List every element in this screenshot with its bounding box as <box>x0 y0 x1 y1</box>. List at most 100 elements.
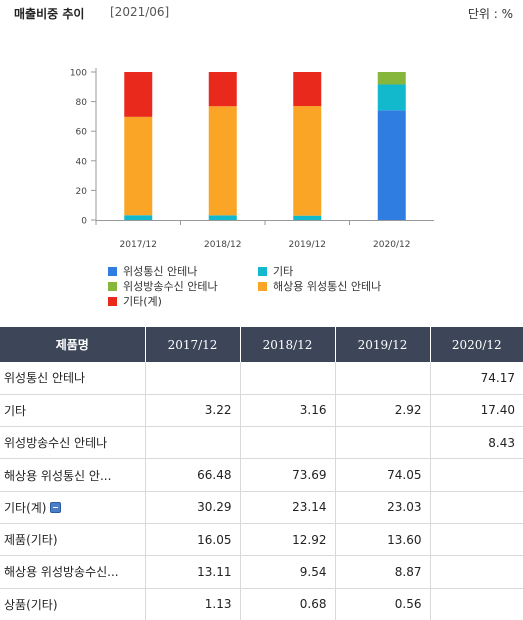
product-name-cell: 기타 <box>0 394 146 428</box>
value-cell: 8.43 <box>430 426 523 460</box>
value-cell <box>145 362 241 395</box>
table-row: 위성통신 안테나 74.17 <box>0 362 523 395</box>
legend-label: 위성방송수신 안테나 <box>123 280 218 293</box>
y-tick-label: 60 <box>76 128 88 138</box>
y-tick-label: 100 <box>70 69 87 79</box>
value-cell <box>430 555 523 589</box>
value-cell: 13.60 <box>335 523 431 557</box>
value-cell <box>430 523 523 557</box>
value-cell: 0.68 <box>240 588 336 620</box>
product-name-cell: 상품(기타) <box>0 588 146 620</box>
sales-share-table: 제품명 2017/12 2018/12 2019/12 2020/12 위성통신… <box>0 327 523 620</box>
table-row: 해상용 위성방송수신... 13.11 9.54 8.87 <box>0 555 523 589</box>
bar-segment <box>124 215 153 220</box>
product-name: 상품(기타) <box>4 597 58 612</box>
table-row: 해상용 위성통신 안... 66.48 73.69 74.05 <box>0 458 523 492</box>
table-row: 제품(기타) 16.05 12.92 13.60 <box>0 523 523 557</box>
x-tick-label: 2018/12 <box>204 240 241 250</box>
legend-swatch <box>108 297 117 306</box>
value-cell: 3.16 <box>240 394 336 428</box>
legend-item: 위성통신 안테나 <box>108 263 198 278</box>
product-name: 기타 <box>4 403 27 418</box>
bar-segment <box>208 72 237 107</box>
y-tick-label: 80 <box>76 98 88 108</box>
bar-segment <box>124 72 153 117</box>
product-name-cell: 위성통신 안테나 <box>0 362 146 395</box>
y-tick-label: 40 <box>76 157 88 167</box>
legend-label: 해상용 위성통신 안테나 <box>273 280 382 293</box>
collapse-toggle-icon[interactable] <box>50 501 62 513</box>
product-name: 위성통신 안테나 <box>4 371 86 386</box>
value-cell: 1.13 <box>145 588 241 620</box>
product-name: 제품(기타) <box>4 533 58 548</box>
value-cell <box>335 426 431 460</box>
value-cell <box>430 491 523 524</box>
x-tick-label: 2017/12 <box>120 240 157 250</box>
legend-label: 기타(계) <box>123 295 162 308</box>
product-name-cell: 해상용 위성통신 안... <box>0 458 146 492</box>
x-tick-label: 2020/12 <box>373 240 410 250</box>
product-name-cell: 제품(기타) <box>0 523 146 557</box>
table-row: 기타(계) 30.29 23.14 23.03 <box>0 491 523 524</box>
bar-segment <box>124 116 153 216</box>
product-name: 해상용 위성방송수신... <box>4 565 119 580</box>
bar-segment <box>377 72 406 85</box>
legend-item: 위성방송수신 안테나 <box>108 278 218 293</box>
bar-segment <box>377 84 406 111</box>
section-title: 매출비중 추이 <box>14 7 85 21</box>
bar-segment <box>293 215 322 220</box>
bar-segment <box>293 72 322 107</box>
value-cell: 74.17 <box>430 362 523 395</box>
product-name: 해상용 위성통신 안... <box>4 468 112 483</box>
bar-segment <box>377 110 406 220</box>
value-cell: 17.40 <box>430 394 523 428</box>
product-name: 기타(계) <box>4 500 47 515</box>
value-cell: 3.22 <box>145 394 241 428</box>
column-header-2017: 2017/12 <box>145 327 241 362</box>
value-cell: 23.14 <box>240 491 336 524</box>
table-row: 위성방송수신 안테나 8.43 <box>0 426 523 460</box>
table-header-row: 제품명 2017/12 2018/12 2019/12 2020/12 <box>0 327 523 362</box>
stacked-bar-chart: 0 20 40 60 80 100 2017/12 2018/12 2019/12 2020/12 <box>70 68 434 250</box>
value-cell <box>430 458 523 492</box>
value-cell: 0.56 <box>335 588 431 620</box>
product-name-cell: 해상용 위성방송수신... <box>0 555 146 589</box>
legend-label: 기타 <box>273 265 294 278</box>
x-tick-label: 2019/12 <box>289 240 326 250</box>
section-header: 매출비중 추이 [2021/06] 단위 : % <box>0 0 523 26</box>
value-cell: 16.05 <box>145 523 241 557</box>
value-cell <box>335 362 431 395</box>
column-header-product: 제품명 <box>0 327 146 362</box>
value-cell <box>430 588 523 620</box>
value-cell: 23.03 <box>335 491 431 524</box>
legend-label: 위성통신 안테나 <box>123 265 198 278</box>
value-cell: 66.48 <box>145 458 241 492</box>
bar-segment <box>208 215 237 220</box>
legend-swatch <box>258 282 267 291</box>
legend-swatch <box>108 267 117 276</box>
value-cell <box>145 426 241 460</box>
bar-segment <box>293 106 322 216</box>
value-cell: 12.92 <box>240 523 336 557</box>
column-header-2019: 2019/12 <box>335 327 431 362</box>
table-row: 상품(기타) 1.13 0.68 0.56 <box>0 588 523 620</box>
value-cell: 13.11 <box>145 555 241 589</box>
product-name-cell: 위성방송수신 안테나 <box>0 426 146 460</box>
legend-item: 기타 <box>258 263 294 278</box>
value-cell: 74.05 <box>335 458 431 492</box>
y-tick-label: 20 <box>76 187 88 197</box>
product-name-cell: 기타(계) <box>0 491 146 524</box>
value-cell: 30.29 <box>145 491 241 524</box>
period-label: [2021/06] <box>110 5 170 19</box>
unit-label: 단위 : % <box>467 7 513 21</box>
column-header-2020: 2020/12 <box>430 327 523 362</box>
y-tick-label: 0 <box>81 217 87 227</box>
product-name: 위성방송수신 안테나 <box>4 436 108 451</box>
bar-segment <box>208 106 237 216</box>
column-header-2018: 2018/12 <box>240 327 336 362</box>
value-cell <box>240 362 336 395</box>
value-cell: 8.87 <box>335 555 431 589</box>
legend-item: 해상용 위성통신 안테나 <box>258 278 382 293</box>
value-cell: 9.54 <box>240 555 336 589</box>
legend-item: 기타(계) <box>108 293 162 308</box>
